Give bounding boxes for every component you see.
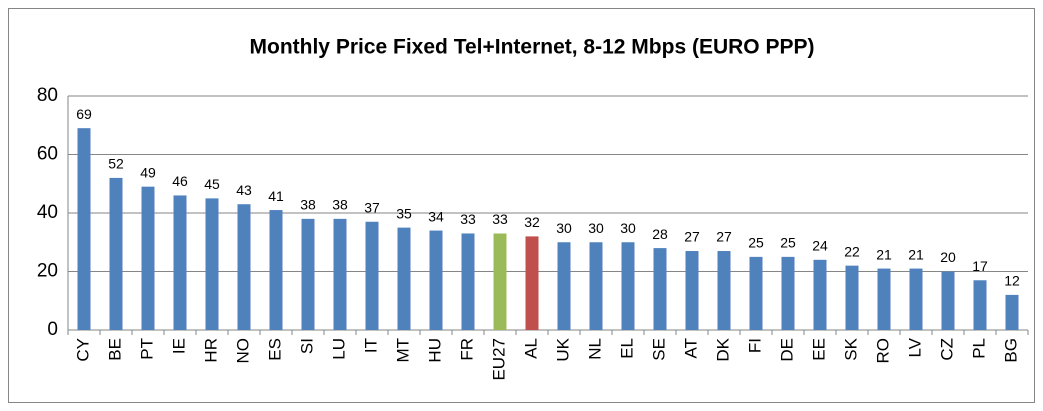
data-label: 34 xyxy=(428,208,444,224)
x-tick-label: RO xyxy=(873,338,892,364)
x-tick-label: PL xyxy=(969,338,988,359)
x-tick-label: IT xyxy=(361,338,380,353)
x-tick-label: ES xyxy=(265,338,284,361)
data-label: 28 xyxy=(652,226,668,242)
x-tick-label: SK xyxy=(841,337,860,360)
x-tick-label: BG xyxy=(1001,338,1020,363)
chart-title: Monthly Price Fixed Tel+Internet, 8-12 M… xyxy=(250,36,815,59)
y-tick-label: 60 xyxy=(37,144,58,165)
x-tick-label: SI xyxy=(297,338,316,354)
data-label: 52 xyxy=(108,156,124,172)
data-label: 45 xyxy=(204,176,220,192)
x-tick-label: EL xyxy=(617,338,636,359)
x-tick-label: EU27 xyxy=(489,338,508,381)
bar xyxy=(557,242,571,330)
y-tick-label: 40 xyxy=(37,202,58,223)
data-label: 35 xyxy=(396,205,412,221)
x-tick-label: EE xyxy=(809,338,828,361)
x-tick-label: PT xyxy=(137,338,156,360)
bar xyxy=(653,248,667,330)
bar xyxy=(877,268,891,330)
x-tick-label: LU xyxy=(329,338,348,360)
data-label: 30 xyxy=(556,220,572,236)
bar xyxy=(461,233,475,330)
bar xyxy=(429,230,443,330)
x-tick-label: DK xyxy=(713,337,732,361)
bar xyxy=(493,233,507,330)
data-label: 22 xyxy=(844,243,860,259)
x-tick-label: HU xyxy=(425,338,444,363)
bar xyxy=(525,236,539,330)
x-tick-label: MT xyxy=(393,338,412,363)
data-label: 27 xyxy=(684,229,700,245)
data-label: 43 xyxy=(236,182,252,198)
bar xyxy=(109,177,123,330)
data-label: 17 xyxy=(972,258,988,274)
data-label: 33 xyxy=(460,211,476,227)
data-label: 21 xyxy=(908,246,924,262)
data-label: 30 xyxy=(588,220,604,236)
bar xyxy=(365,221,379,330)
data-label: 69 xyxy=(76,106,92,122)
bar xyxy=(685,251,699,330)
bar xyxy=(173,195,187,330)
bar xyxy=(717,251,731,330)
x-tick-label: BE xyxy=(105,338,124,361)
data-label: 32 xyxy=(524,214,540,230)
bar xyxy=(973,280,987,330)
x-tick-label: NL xyxy=(585,338,604,360)
y-tick-label: 0 xyxy=(47,319,58,340)
x-tick-label: UK xyxy=(553,337,572,361)
bar xyxy=(397,227,411,330)
data-label: 30 xyxy=(620,220,636,236)
data-label: 21 xyxy=(876,246,892,262)
data-label: 33 xyxy=(492,211,508,227)
x-tick-label: DE xyxy=(777,338,796,362)
bar xyxy=(589,242,603,330)
data-label: 12 xyxy=(1004,273,1020,289)
bar xyxy=(813,259,827,330)
bar xyxy=(77,128,91,330)
bar xyxy=(909,268,923,330)
data-label: 38 xyxy=(332,197,348,213)
bar xyxy=(1005,294,1019,330)
bar xyxy=(301,218,315,330)
data-label: 27 xyxy=(716,229,732,245)
data-label: 25 xyxy=(748,235,764,251)
bar xyxy=(237,204,251,330)
bar xyxy=(781,256,795,330)
x-tick-label: FR xyxy=(457,338,476,361)
data-label: 41 xyxy=(268,188,284,204)
bar xyxy=(941,271,955,330)
bar xyxy=(845,265,859,330)
bar xyxy=(749,256,763,330)
data-label: 49 xyxy=(140,164,156,180)
x-tick-label: LV xyxy=(905,337,924,357)
x-tick-label: AL xyxy=(521,338,540,359)
x-tick-label: CZ xyxy=(937,338,956,361)
data-label: 20 xyxy=(940,249,956,265)
x-tick-label: FI xyxy=(745,338,764,353)
x-tick-label: HR xyxy=(201,338,220,363)
data-label: 38 xyxy=(300,197,316,213)
y-tick-label: 20 xyxy=(37,261,58,282)
bar xyxy=(333,218,347,330)
bar xyxy=(205,198,219,330)
data-label: 37 xyxy=(364,199,380,215)
bar xyxy=(269,210,283,330)
data-label: 25 xyxy=(780,235,796,251)
y-tick-label: 80 xyxy=(37,85,58,106)
x-tick-label: AT xyxy=(681,338,700,358)
x-tick-label: NO xyxy=(233,338,252,364)
bar xyxy=(141,186,155,330)
x-tick-label: IE xyxy=(169,338,188,354)
data-label: 24 xyxy=(812,238,828,254)
data-label: 46 xyxy=(172,173,188,189)
x-tick-label: CY xyxy=(73,338,92,362)
x-tick-label: SE xyxy=(649,338,668,361)
bar xyxy=(621,242,635,330)
